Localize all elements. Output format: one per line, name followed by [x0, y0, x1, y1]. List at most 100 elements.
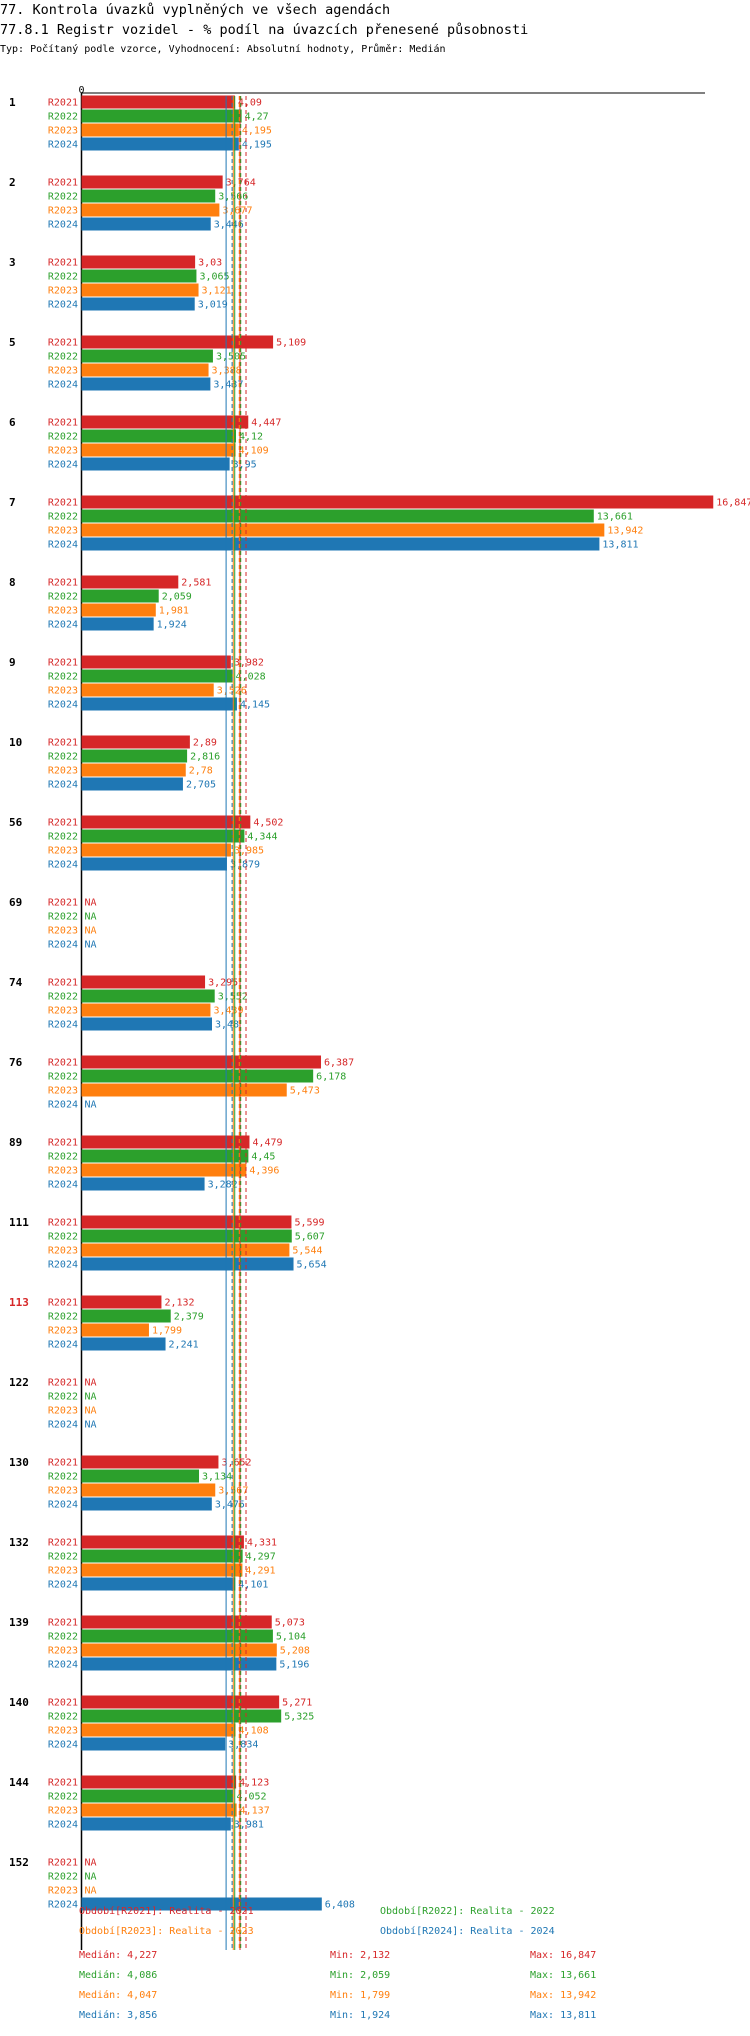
bar [81, 1775, 237, 1789]
series-label: R2024 [48, 1020, 78, 1031]
data-label: 13,811 [602, 540, 638, 551]
series-label: R2022 [48, 1072, 78, 1083]
bar [81, 1615, 272, 1629]
bar [81, 1337, 166, 1351]
bar [81, 749, 188, 763]
series-label: R2022 [48, 1792, 78, 1803]
series-label: R2024 [48, 620, 78, 631]
bar [81, 1535, 244, 1549]
series-label: R2021 [48, 1218, 78, 1229]
bar [81, 1257, 294, 1271]
data-label: 3,439 [213, 1006, 243, 1017]
series-label: R2021 [48, 1298, 78, 1309]
data-label: 4,028 [236, 672, 266, 683]
data-label: 3,282 [208, 1180, 238, 1191]
data-label: 1,924 [157, 620, 187, 631]
data-label: 3,834 [228, 1740, 258, 1751]
data-label: 4,108 [239, 1726, 269, 1737]
bar [81, 415, 249, 429]
series-label: R2024 [48, 860, 78, 871]
stat-max: Max: 13,942 [530, 1990, 597, 2001]
stat-max: Max: 16,847 [530, 1950, 597, 1961]
group-label: 6 [9, 416, 16, 429]
stat-min: Min: 1,799 [330, 1990, 391, 2001]
data-label: 4,502 [253, 818, 283, 829]
group-label: 132 [9, 1536, 29, 1549]
bar [81, 1017, 212, 1031]
series-label: R2024 [48, 1500, 78, 1511]
series-label: R2021 [48, 1778, 78, 1789]
series-label: R2022 [48, 1312, 78, 1323]
data-label: 5,599 [294, 1218, 324, 1229]
data-label: NA [85, 940, 97, 951]
group-label: 3 [9, 256, 16, 269]
data-label: 2,78 [189, 766, 213, 777]
series-label: R2022 [48, 1232, 78, 1243]
bar [81, 443, 236, 457]
legend-item: Období[R2023]: Realita - 2023 [79, 1926, 254, 1937]
data-label: 1,799 [152, 1326, 182, 1337]
bar [81, 669, 233, 683]
series-label: R2024 [48, 780, 78, 791]
bar [81, 95, 235, 109]
bar [81, 735, 190, 749]
legend-item: Období[R2022]: Realita - 2022 [380, 1906, 555, 1917]
bar [81, 1069, 314, 1083]
data-label: 4,195 [242, 126, 272, 137]
series-label: R2022 [48, 352, 78, 363]
data-label: 5,073 [275, 1618, 305, 1629]
group-label: 113 [9, 1296, 29, 1309]
series-label: R2022 [48, 992, 78, 1003]
data-label: 4,109 [239, 446, 269, 457]
series-label: R2021 [48, 1858, 78, 1869]
series-label: R2021 [48, 418, 78, 429]
bar [81, 217, 211, 231]
bar [81, 1817, 231, 1831]
bar [81, 763, 186, 777]
series-label: R2022 [48, 592, 78, 603]
group-label: 89 [9, 1136, 22, 1149]
data-label: NA [85, 1392, 97, 1403]
bar [81, 1577, 236, 1591]
data-label: 3,295 [208, 978, 238, 989]
bar [81, 523, 605, 537]
bar [81, 1629, 273, 1643]
series-label: R2021 [48, 578, 78, 589]
series-label: R2023 [48, 446, 78, 457]
series-label: R2024 [48, 1340, 78, 1351]
bar [81, 283, 199, 297]
bar [81, 857, 227, 871]
data-label: NA [85, 1378, 97, 1389]
bar [81, 589, 159, 603]
series-label: R2024 [48, 700, 78, 711]
series-label: R2024 [48, 460, 78, 471]
series-label: R2022 [48, 1472, 78, 1483]
series-label: R2021 [48, 1378, 78, 1389]
bar [81, 1897, 322, 1911]
bar [81, 1149, 249, 1163]
chart-title: 77. Kontrola úvazků vyplněných ve všech … [0, 2, 391, 18]
series-label: R2021 [48, 978, 78, 989]
bar [81, 697, 237, 711]
bar [81, 1497, 212, 1511]
data-label: 2,379 [174, 1312, 204, 1323]
bar [81, 335, 274, 349]
data-label: 3,48 [215, 1020, 239, 1031]
data-label: 2,705 [186, 780, 216, 791]
bar [81, 603, 156, 617]
stat-max: Max: 13,811 [530, 2010, 597, 2021]
data-label: 5,208 [280, 1646, 310, 1657]
x-tick-label: 0 [78, 85, 84, 96]
data-label: 4,479 [252, 1138, 282, 1149]
series-label: R2023 [48, 1406, 78, 1417]
series-label: R2022 [48, 1152, 78, 1163]
bar [81, 377, 211, 391]
bar [81, 1229, 292, 1243]
series-label: R2022 [48, 672, 78, 683]
data-label: 4,331 [247, 1538, 277, 1549]
data-label: 4,09 [238, 98, 262, 109]
data-label: 5,196 [279, 1660, 309, 1671]
data-label: 3,388 [212, 366, 242, 377]
data-label: 3,019 [198, 300, 228, 311]
data-label: 5,109 [276, 338, 306, 349]
